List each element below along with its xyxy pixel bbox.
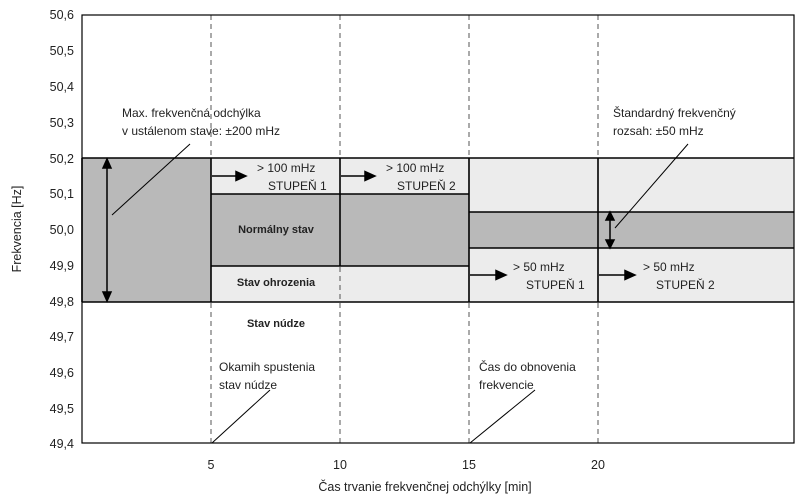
max-dev-line-1: Max. frekvenčná odchýlka (122, 106, 261, 120)
y-tick-50-3: 50,3 (50, 116, 74, 130)
x-tick-5: 5 (208, 458, 215, 472)
right-arrows (212, 170, 637, 281)
y-tick-50-1: 50,1 (50, 187, 74, 201)
s1-top-line-1: > 100 mHz (257, 161, 315, 175)
y-tick-49-9: 49,9 (50, 259, 74, 273)
s2-bottom-line-2: STUPEŇ 2 (656, 277, 715, 292)
leader-std-range (614, 143, 689, 229)
x-axis-title: Čas trvanie frekvenčnej odchýlky [min] (318, 479, 531, 494)
plot-frame (81, 14, 795, 444)
y-tick-49-6: 49,6 (50, 366, 74, 380)
s1-bottom-line-1: > 50 mHz (513, 260, 565, 274)
s2-top-line-2: STUPEŇ 2 (397, 178, 456, 193)
emergency-state-label: Stav núdze (247, 318, 305, 330)
y-tick-50-0: 50,0 (50, 223, 74, 237)
y-tick-50-4: 50,4 (50, 80, 74, 94)
std-range-line-1: Štandardný frekvenčný (613, 105, 736, 120)
y-axis: 50,6 50,5 50,4 50,3 50,2 50,1 50,0 49,9 … (50, 8, 74, 451)
region-dark-normal-15-end (469, 212, 794, 248)
std-range-line-2: rozsah: ±50 mHz (613, 124, 704, 138)
region-dark-0-5 (82, 158, 211, 302)
start-line-1: Okamih spustenia (219, 360, 315, 374)
s1-top-line-2: STUPEŇ 1 (268, 178, 327, 193)
s2-bottom-line-1: > 50 mHz (643, 260, 695, 274)
normal-state-label: Normálny stav (238, 224, 315, 236)
restore-line-1: Čas do obnovenia (479, 359, 576, 374)
leader-start (211, 389, 271, 444)
annotations: Max. frekvenčná odchýlka v ustálenom sta… (122, 105, 736, 392)
s1-bottom-line-2: STUPEŇ 1 (526, 277, 585, 292)
leader-restore (469, 389, 536, 444)
y-tick-49-7: 49,7 (50, 330, 74, 344)
y-tick-50-2: 50,2 (50, 152, 74, 166)
s2-top-line-1: > 100 mHz (386, 161, 444, 175)
x-tick-10: 10 (333, 458, 347, 472)
leader-lines (111, 143, 689, 444)
start-line-2: stav núdze (219, 378, 277, 392)
y-axis-title: Frekvencia [Hz] (10, 186, 24, 273)
x-tick-15: 15 (462, 458, 476, 472)
x-tick-20: 20 (591, 458, 605, 472)
alert-state-label: Stav ohrozenia (237, 277, 316, 289)
double-arrows (101, 157, 616, 303)
y-tick-49-4: 49,4 (50, 437, 74, 451)
x-axis: 5 10 15 20 (208, 458, 605, 472)
y-tick-49-8: 49,8 (50, 295, 74, 309)
y-tick-49-5: 49,5 (50, 402, 74, 416)
y-tick-50-6: 50,6 (50, 8, 74, 22)
restore-line-2: frekvencie (479, 378, 534, 392)
y-tick-50-5: 50,5 (50, 44, 74, 58)
leader-max-dev (111, 143, 191, 216)
max-dev-line-2: v ustálenom stave: ±200 mHz (122, 124, 280, 138)
